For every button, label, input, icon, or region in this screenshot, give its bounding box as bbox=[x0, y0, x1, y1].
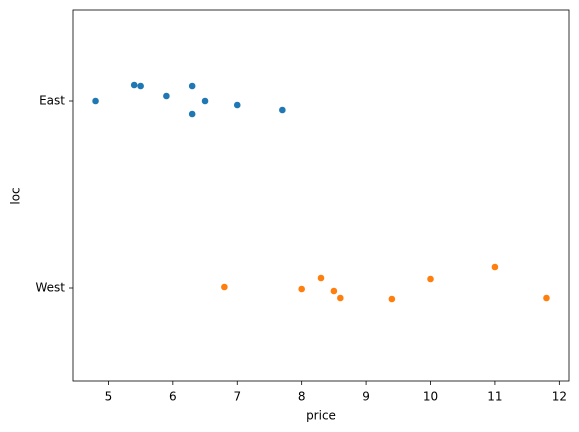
x-tick-label: 10 bbox=[423, 390, 438, 404]
y-tick-label: East bbox=[39, 94, 65, 108]
x-tick-label: 6 bbox=[169, 390, 177, 404]
point bbox=[92, 97, 99, 105]
point bbox=[388, 295, 396, 303]
y-axis-label: loc bbox=[9, 187, 23, 204]
x-axis-label: price bbox=[306, 409, 336, 423]
point bbox=[317, 274, 325, 282]
plot-frame bbox=[72, 9, 570, 382]
point bbox=[427, 275, 434, 283]
point bbox=[279, 106, 286, 114]
point bbox=[188, 110, 196, 118]
point bbox=[188, 82, 196, 90]
point bbox=[221, 283, 228, 291]
x-tick-label: 11 bbox=[487, 390, 502, 404]
point bbox=[163, 92, 170, 100]
point bbox=[137, 82, 144, 90]
point bbox=[337, 294, 344, 302]
x-tick-label: 8 bbox=[298, 390, 306, 404]
y-tick-label: West bbox=[35, 281, 65, 295]
point bbox=[233, 101, 241, 109]
point bbox=[130, 81, 138, 89]
x-tick-label: 5 bbox=[105, 390, 113, 404]
point bbox=[201, 97, 209, 105]
x-tick-label: 9 bbox=[362, 390, 370, 404]
x-tick-label: 12 bbox=[552, 390, 567, 404]
point bbox=[330, 287, 338, 295]
point bbox=[491, 263, 499, 271]
x-tick-label: 7 bbox=[233, 390, 241, 404]
point bbox=[298, 285, 305, 293]
point bbox=[543, 294, 550, 302]
